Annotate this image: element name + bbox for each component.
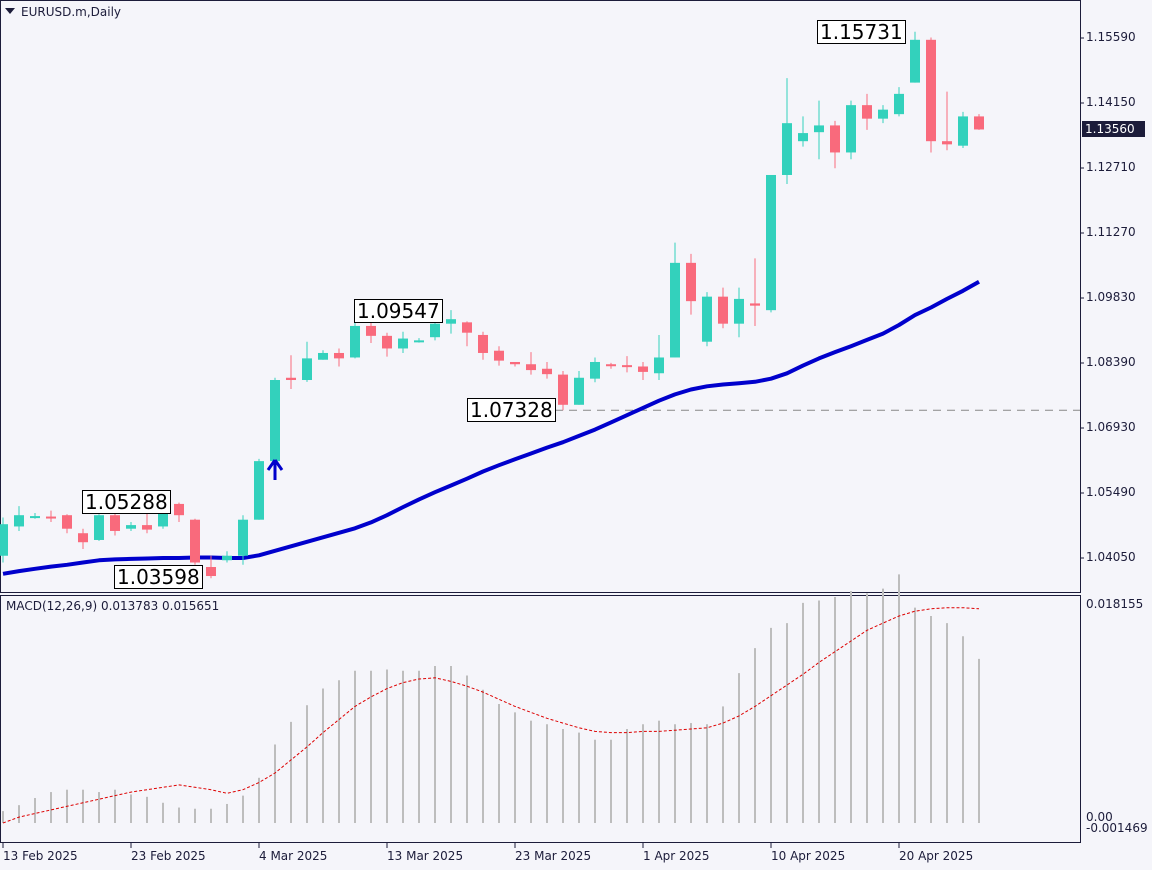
candle [174, 503, 184, 516]
candle [638, 366, 648, 372]
price-tick-label: 1.08390 [1086, 355, 1136, 369]
price-tick-label: 1.06930 [1086, 420, 1136, 434]
price-tick-label: 1.11270 [1086, 225, 1136, 239]
macd-tick-label: 0.00 [1086, 810, 1113, 824]
candle [606, 364, 616, 367]
candle [846, 105, 856, 153]
candle [382, 335, 392, 349]
candle [14, 515, 24, 527]
dropdown-triangle-icon[interactable] [5, 8, 15, 14]
candle [878, 109, 888, 119]
price-tick-label: 1.12710 [1086, 160, 1136, 174]
price-annotation-label: 1.03598 [114, 565, 203, 589]
date-tick-label: 4 Mar 2025 [259, 849, 328, 863]
price-tick-label: 1.05490 [1086, 485, 1136, 499]
candle [126, 525, 136, 529]
candle [718, 296, 728, 324]
candle [974, 116, 984, 130]
candle [478, 334, 488, 353]
candle [830, 125, 840, 153]
candle [942, 141, 952, 145]
candle [206, 567, 216, 577]
candle [430, 323, 440, 338]
macd-panel[interactable] [0, 595, 1081, 843]
candle [398, 338, 408, 349]
candle [542, 368, 552, 375]
candle [926, 39, 936, 142]
current-price-badge: 1.13560 [1082, 121, 1145, 137]
candle [238, 519, 248, 556]
candle [750, 303, 760, 306]
candle [734, 298, 744, 324]
price-tick-label: 1.09830 [1086, 290, 1136, 304]
candle [222, 555, 232, 561]
candle [862, 105, 872, 119]
candle [350, 325, 360, 358]
candle [366, 325, 376, 336]
candle [574, 377, 584, 405]
date-tick-label: 13 Mar 2025 [387, 849, 464, 863]
candle [270, 380, 280, 462]
date-tick-label: 1 Apr 2025 [643, 849, 710, 863]
candle [190, 519, 200, 563]
price-tick-label: 1.14150 [1086, 95, 1136, 109]
chart-title[interactable]: EURUSD.m,Daily [5, 5, 121, 19]
candle [654, 357, 664, 374]
candle [590, 361, 600, 379]
candle [318, 352, 328, 360]
macd-tick-label: 0.018155 [1086, 597, 1144, 611]
candle [910, 39, 920, 83]
candle [142, 525, 152, 530]
price-annotation-label: 1.09547 [354, 299, 443, 323]
candle [78, 533, 88, 543]
candle [462, 322, 472, 333]
candle [622, 365, 632, 368]
candle [62, 515, 72, 529]
candle [958, 116, 968, 146]
candle [798, 133, 808, 142]
candle [558, 374, 568, 405]
candle [766, 174, 776, 311]
candle [494, 350, 504, 361]
price-annotation-label: 1.15731 [817, 20, 906, 44]
candle [334, 352, 344, 359]
candle [158, 503, 168, 527]
candle [446, 319, 456, 324]
price-tick-label: 1.15590 [1086, 30, 1136, 44]
price-annotation-label: 1.07328 [467, 398, 556, 422]
candle [254, 461, 264, 520]
candle [670, 262, 680, 358]
macd-title: MACD(12,26,9) 0.013783 0.015651 [6, 599, 220, 613]
candle [286, 377, 296, 381]
candle [46, 516, 56, 519]
candle [0, 524, 8, 556]
candle [814, 125, 824, 133]
date-tick-label: 23 Feb 2025 [131, 849, 206, 863]
price-annotation-label: 1.05288 [82, 490, 171, 514]
macd-tick-label: -0.001469 [1086, 821, 1148, 835]
candle [110, 515, 120, 531]
candle [782, 123, 792, 175]
candle [302, 358, 312, 381]
price-chart-panel[interactable] [0, 0, 1081, 593]
candle [94, 515, 104, 540]
symbol-label: EURUSD.m,Daily [21, 5, 122, 19]
date-tick-label: 20 Apr 2025 [899, 849, 974, 863]
date-tick-label: 23 Mar 2025 [515, 849, 592, 863]
candle [686, 262, 696, 302]
date-tick-label: 13 Feb 2025 [3, 849, 78, 863]
candle [414, 340, 424, 343]
date-tick-label: 10 Apr 2025 [771, 849, 846, 863]
candle [894, 93, 904, 115]
candle [702, 296, 712, 342]
price-tick-label: 1.04050 [1086, 550, 1136, 564]
candle [510, 361, 520, 365]
candle [30, 516, 40, 519]
candle [526, 364, 536, 371]
